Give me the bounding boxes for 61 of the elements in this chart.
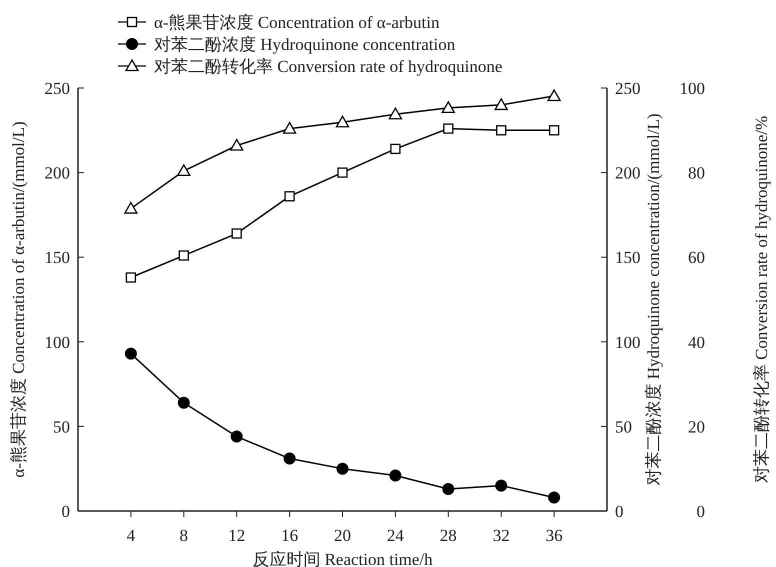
- point: [177, 164, 190, 176]
- x-axis-title: 反应时间 Reaction time/h: [252, 550, 434, 567]
- y-axis-title: α-熊果苷浓度 Concentration of α-arbutin/(mmol/L): [9, 121, 28, 478]
- point: [388, 108, 402, 120]
- y3-tick-label: 100: [680, 79, 705, 98]
- x-tick-label: 36: [546, 526, 563, 545]
- y-tick-label: 50: [53, 417, 70, 436]
- y-tick-label: 0: [62, 502, 70, 521]
- legend-label: 对苯二酚转化率 Conversion rate of hydroquinone: [154, 57, 502, 76]
- x-tick-label: 24: [386, 526, 404, 545]
- point: [124, 348, 137, 360]
- y2-tick-label: 0: [615, 502, 624, 521]
- x-tick-label: 20: [334, 526, 351, 545]
- legend-label: 对苯二酚浓度 Hydroquinone concentration: [154, 35, 456, 54]
- point: [494, 98, 508, 110]
- x-tick-label: 12: [228, 526, 246, 545]
- y3-tick-label: 20: [688, 417, 705, 436]
- y3-axis-title: 对苯二酚转化率 Conversion rate of hydroquinone/%: [752, 116, 771, 484]
- y-tick-label: 150: [44, 248, 70, 268]
- y2-tick-label: 100: [615, 332, 640, 352]
- point: [178, 250, 189, 261]
- point: [548, 491, 560, 504]
- point: [178, 396, 190, 409]
- y3-tick-label: 80: [688, 164, 705, 183]
- point: [442, 483, 454, 496]
- point: [230, 430, 243, 443]
- x-tick-label: 32: [492, 526, 510, 545]
- y2-tick-label: 50: [615, 417, 632, 436]
- point: [232, 228, 242, 239]
- point: [124, 202, 138, 214]
- legend-label: α-熊果苷浓度 Concentration of α-arbutin: [154, 13, 440, 32]
- point: [282, 122, 296, 134]
- y3-tick-label: 0: [696, 502, 705, 521]
- x-tick-label: 28: [440, 526, 457, 545]
- x-tick-label: 4: [126, 526, 136, 545]
- y2-axis-title: 对苯二酚浓度 Hydroquinone concentration/(mmol/L): [644, 113, 663, 486]
- y-tick-label: 200: [44, 164, 70, 183]
- point: [336, 462, 348, 475]
- y2-tick-label: 200: [615, 164, 640, 183]
- point: [230, 138, 244, 151]
- point: [495, 480, 508, 492]
- point: [547, 89, 561, 102]
- y3-tick-label: 40: [688, 332, 705, 352]
- point: [284, 191, 295, 202]
- point: [548, 125, 560, 136]
- y2-tick-label: 250: [615, 79, 640, 98]
- point: [442, 101, 455, 114]
- y-tick-label: 100: [44, 332, 70, 352]
- point: [284, 452, 296, 465]
- point: [390, 144, 401, 154]
- point: [126, 272, 136, 283]
- x-tick-label: 8: [180, 526, 188, 545]
- x-tick-label: 16: [281, 526, 298, 545]
- y2-tick-label: 150: [615, 248, 640, 268]
- y-tick-label: 250: [44, 79, 70, 98]
- point: [337, 167, 348, 178]
- point: [336, 116, 350, 128]
- point: [496, 125, 506, 136]
- point: [389, 469, 402, 482]
- y3-tick-label: 60: [688, 248, 705, 268]
- point: [443, 123, 454, 134]
